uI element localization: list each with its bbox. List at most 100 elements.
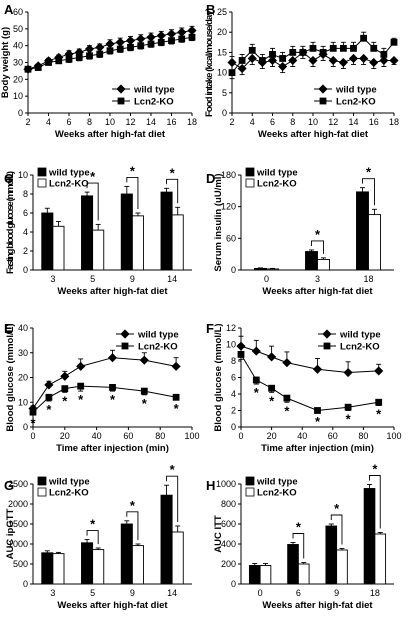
bar-wild-type	[120, 523, 133, 585]
data-point-diamond	[267, 352, 277, 362]
data-point-square	[269, 51, 276, 58]
data-point-square	[283, 394, 291, 402]
legend-swatch-0	[37, 476, 47, 486]
data-point-diamond	[369, 57, 379, 68]
significance-bracket	[86, 530, 99, 544]
data-point-square	[339, 44, 347, 52]
bar-lcn2-ko	[266, 268, 279, 271]
y-tick-label: 8	[23, 189, 28, 199]
y-tick-label: 5	[222, 88, 227, 98]
y-tick-label: 800	[221, 499, 236, 509]
significance-asterisk: *	[372, 462, 378, 477]
bar-lcn2-ko	[92, 549, 105, 585]
legend-label-0: wild type	[339, 330, 381, 341]
x-tick-label: 18	[370, 588, 380, 598]
significance-asterisk: *	[170, 462, 176, 477]
y-tick-label: 400	[221, 539, 236, 549]
x-tick-label: 16	[369, 117, 379, 127]
x-tick-label: 60	[123, 431, 133, 441]
x-tick-label: 40	[92, 431, 102, 441]
data-point-diamond	[328, 55, 338, 66]
data-point-square	[188, 33, 196, 41]
legend-label-1: Lcn2-KO	[49, 179, 89, 190]
data-point-square	[279, 55, 287, 62]
legend-label-1: Lcn2-KO	[340, 342, 380, 353]
x-tick-label: 12	[125, 117, 135, 127]
legend-swatch-1	[245, 487, 255, 497]
y-tick-label: 50	[13, 24, 23, 34]
data-point-diamond	[267, 55, 278, 66]
x-tick-label: 6	[296, 588, 301, 598]
bar-lcn2-ko	[52, 225, 65, 271]
y-tick-label: 30	[18, 348, 28, 358]
significance-asterisk: *	[315, 227, 321, 242]
y-tick-label: 6	[23, 208, 28, 218]
panel-G: 0 500 1000 1500 2000 2500 Weeks after high-fat…	[5, 462, 192, 611]
data-point-square	[258, 57, 266, 64]
y-tick-label: 2500	[8, 479, 28, 489]
y-axis-label: Serum insulin (uU/ml)	[213, 173, 224, 271]
y-tick-label: 25	[217, 7, 227, 17]
panel-label-A: A	[4, 2, 14, 17]
y-tick-label: 30	[13, 58, 23, 68]
x-tick-label: 9	[130, 274, 135, 284]
x-tick-label: 10	[308, 117, 318, 127]
y-tick-label: 0	[231, 422, 236, 432]
data-point-square	[61, 385, 69, 393]
x-tick-label: 12	[328, 117, 338, 127]
panel-label-E: E	[4, 321, 13, 336]
legend-square-marker	[323, 342, 331, 350]
data-point-diamond	[343, 367, 353, 378]
x-tick-label: 3	[315, 274, 320, 284]
data-point-square	[86, 52, 93, 60]
x-tick-label: 5	[90, 274, 95, 284]
bar-wild-type	[305, 251, 318, 271]
bar-lcn2-ko	[336, 549, 348, 585]
x-tick-label: 16	[166, 117, 176, 127]
y-tick-label: 120	[221, 202, 236, 212]
data-point-square	[77, 382, 85, 390]
data-point-diamond	[60, 371, 70, 381]
bar-lcn2-ko	[374, 533, 387, 585]
bar-wild-type	[120, 193, 133, 271]
data-point-square	[237, 350, 245, 358]
data-point-square	[360, 34, 368, 42]
x-tick-label: 18	[363, 274, 373, 284]
data-point-diamond	[84, 44, 95, 54]
x-tick-label: 6	[270, 117, 275, 127]
legend-label-1: Lcn2-KO	[138, 342, 178, 353]
data-point-diamond	[171, 361, 181, 371]
y-tick-label: 20	[13, 74, 23, 84]
bar-lcn2-ko	[131, 545, 144, 585]
data-point-square	[314, 407, 321, 414]
x-tick-label: 18	[187, 117, 197, 127]
x-tick-label: 0	[238, 431, 243, 441]
significance-bracket	[166, 178, 179, 204]
y-tick-label: 2000	[8, 499, 28, 509]
data-point-square	[329, 44, 337, 52]
data-point-diamond	[348, 53, 359, 64]
y-axis-label: AUC ipGTT	[5, 508, 16, 559]
y-tick-label: 15	[217, 47, 227, 57]
bar-wild-type	[41, 212, 54, 271]
x-tick-label: 100	[184, 431, 199, 441]
x-tick-label: 18	[389, 117, 399, 127]
bar-wild-type	[356, 191, 369, 271]
x-tick-label: 2	[25, 117, 30, 127]
legend-label-1: Lcn2-KO	[257, 179, 297, 190]
significance-asterisk: *	[30, 416, 36, 431]
series-line-1	[32, 385, 177, 413]
data-point-diamond	[278, 61, 288, 72]
data-point-square	[252, 376, 260, 384]
x-tick-label: 9	[334, 588, 339, 598]
significance-asterisk: *	[78, 392, 84, 407]
data-point-diamond	[308, 55, 318, 66]
bar-wild-type	[287, 544, 299, 585]
bar-wild-type	[160, 494, 173, 585]
series-line-1	[240, 354, 379, 412]
bar-lcn2-ko	[259, 565, 272, 585]
y-tick-label: 1000	[216, 479, 236, 489]
x-tick-label: 14	[348, 117, 358, 127]
data-point-diamond	[227, 57, 237, 68]
significance-bracket	[311, 240, 324, 254]
